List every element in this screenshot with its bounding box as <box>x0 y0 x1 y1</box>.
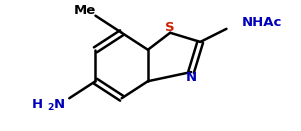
Text: H: H <box>32 98 43 111</box>
Text: S: S <box>165 21 175 34</box>
Text: 2: 2 <box>47 103 53 112</box>
Text: NHAc: NHAc <box>242 16 283 29</box>
Text: Me: Me <box>74 4 96 17</box>
Text: N: N <box>185 71 197 84</box>
Text: N: N <box>54 98 65 111</box>
